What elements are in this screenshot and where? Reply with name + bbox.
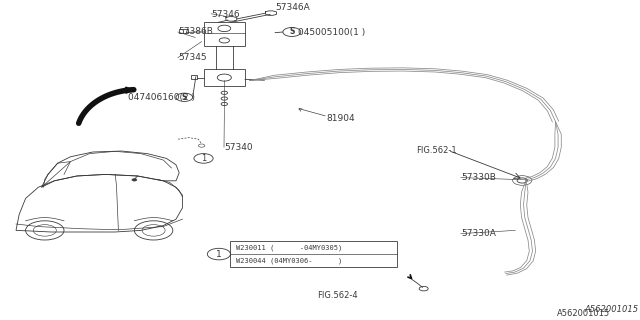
Text: FIG.562-4: FIG.562-4 bbox=[317, 292, 357, 300]
Text: A562001015: A562001015 bbox=[557, 309, 610, 318]
Text: S: S bbox=[289, 28, 294, 36]
Text: 57346A: 57346A bbox=[275, 4, 310, 12]
Text: W230044 (04MY0306-      ): W230044 (04MY0306- ) bbox=[236, 257, 342, 264]
Text: W230011 (      -04MY0305): W230011 ( -04MY0305) bbox=[236, 244, 342, 251]
Bar bbox=[179, 29, 188, 33]
Bar bbox=[204, 22, 245, 46]
Text: 57346: 57346 bbox=[211, 10, 240, 19]
Text: 57345: 57345 bbox=[178, 53, 207, 62]
Bar bbox=[204, 69, 245, 86]
Bar bbox=[230, 241, 397, 267]
Text: 047406160(2 ): 047406160(2 ) bbox=[128, 93, 195, 102]
Text: S: S bbox=[182, 93, 187, 102]
Circle shape bbox=[132, 179, 137, 181]
Text: 57330B: 57330B bbox=[461, 173, 495, 182]
Text: 57386B: 57386B bbox=[178, 28, 212, 36]
Text: 81904: 81904 bbox=[326, 114, 355, 123]
Text: 1: 1 bbox=[201, 154, 206, 163]
Text: A562001015: A562001015 bbox=[584, 305, 639, 314]
Text: 1: 1 bbox=[216, 250, 221, 259]
Text: FIG.562-1: FIG.562-1 bbox=[416, 146, 456, 155]
Text: 57330A: 57330A bbox=[461, 229, 495, 238]
Text: 045005100(1 ): 045005100(1 ) bbox=[298, 28, 365, 36]
Bar bbox=[191, 75, 197, 79]
Text: 57340: 57340 bbox=[224, 143, 253, 152]
